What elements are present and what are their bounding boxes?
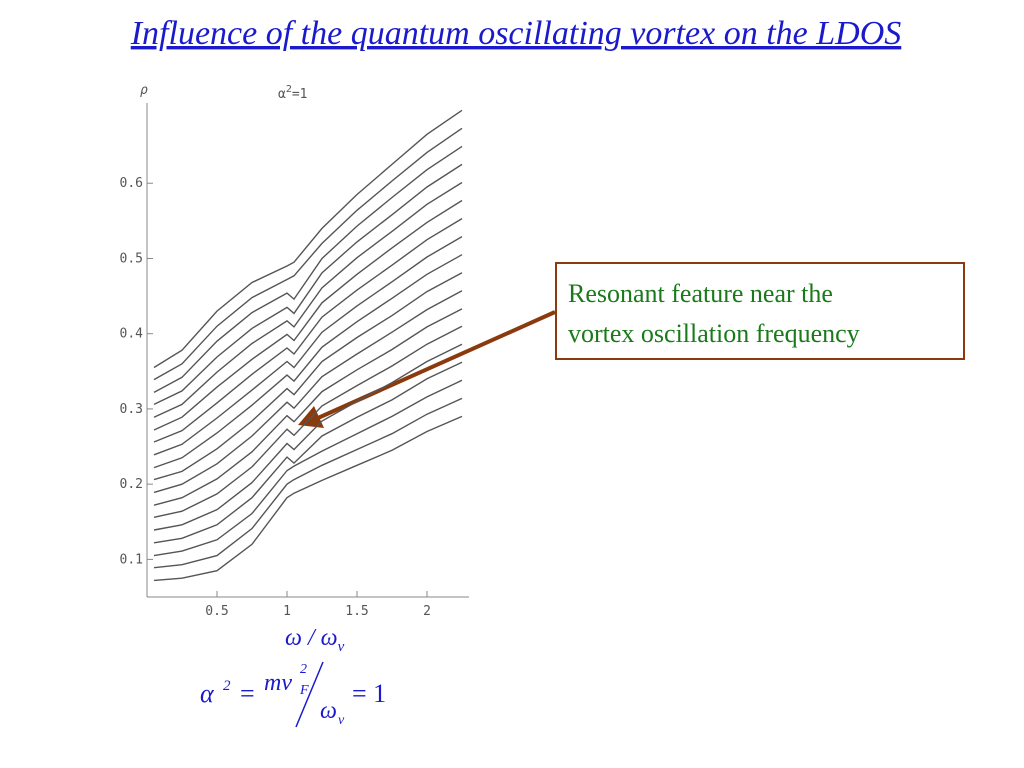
y-tick-label: 0.4 xyxy=(120,327,144,342)
formula-lhs: α xyxy=(200,679,215,708)
series-line xyxy=(153,325,463,518)
y-tick-label: 0.2 xyxy=(120,477,143,492)
formula-slash xyxy=(295,661,324,728)
y-tick-label: 0.5 xyxy=(120,251,143,266)
annotation-line: Resonant feature near the xyxy=(568,279,833,308)
formula-num-sup: 2 xyxy=(300,662,307,677)
formula-den-sub: v xyxy=(338,713,345,728)
series-line xyxy=(153,109,463,369)
slide-title: Influence of the quantum oscillating vor… xyxy=(130,15,902,52)
series-line xyxy=(153,308,463,506)
formula-eq: = xyxy=(240,679,255,708)
y-tick-label: 0.3 xyxy=(120,402,143,417)
series-line xyxy=(153,218,463,443)
x-tick-label: 0.5 xyxy=(205,604,228,619)
x-label-sub: v xyxy=(338,639,345,655)
plot-label-sup: 2 xyxy=(286,84,292,95)
series-line xyxy=(153,415,463,582)
x-tick-label: 1 xyxy=(283,604,291,619)
annotation-arrow xyxy=(317,310,556,420)
series-line xyxy=(153,181,463,418)
x-tick-label: 2 xyxy=(423,604,431,619)
x-axis-label: ω / ωv xyxy=(285,625,345,655)
series-line xyxy=(153,254,463,469)
series-line xyxy=(153,343,463,531)
series-line xyxy=(153,127,463,381)
plot-label: α2=1 xyxy=(278,84,308,102)
series-line xyxy=(153,290,463,494)
series-line xyxy=(153,199,463,431)
annotation-line: vortex oscillation frequency xyxy=(568,319,860,348)
series-line xyxy=(153,272,463,481)
x-label-main: ω / ω xyxy=(285,625,338,651)
formula-num: mv xyxy=(264,670,292,696)
formula-rhs: = 1 xyxy=(352,679,386,708)
plot-label-rest: =1 xyxy=(292,87,308,102)
series-line xyxy=(153,379,463,557)
formula: α 2 = mv 2 F ω v = 1 xyxy=(200,661,386,728)
series-line xyxy=(153,235,463,456)
y-tick-label: 0.6 xyxy=(120,176,143,191)
formula-lhs-sup: 2 xyxy=(223,678,231,694)
y-axis-label: ρ xyxy=(140,83,148,98)
formula-den: ω xyxy=(320,698,337,724)
plot-label-base: α xyxy=(278,87,286,102)
x-tick-label: 1.5 xyxy=(345,604,368,619)
formula-num-sub: F xyxy=(299,683,309,698)
annotation-box xyxy=(555,262,965,360)
series-line xyxy=(153,163,463,406)
series-line xyxy=(153,361,463,544)
series-line xyxy=(153,145,463,394)
series-line xyxy=(153,397,463,569)
y-tick-label: 0.1 xyxy=(120,552,143,567)
